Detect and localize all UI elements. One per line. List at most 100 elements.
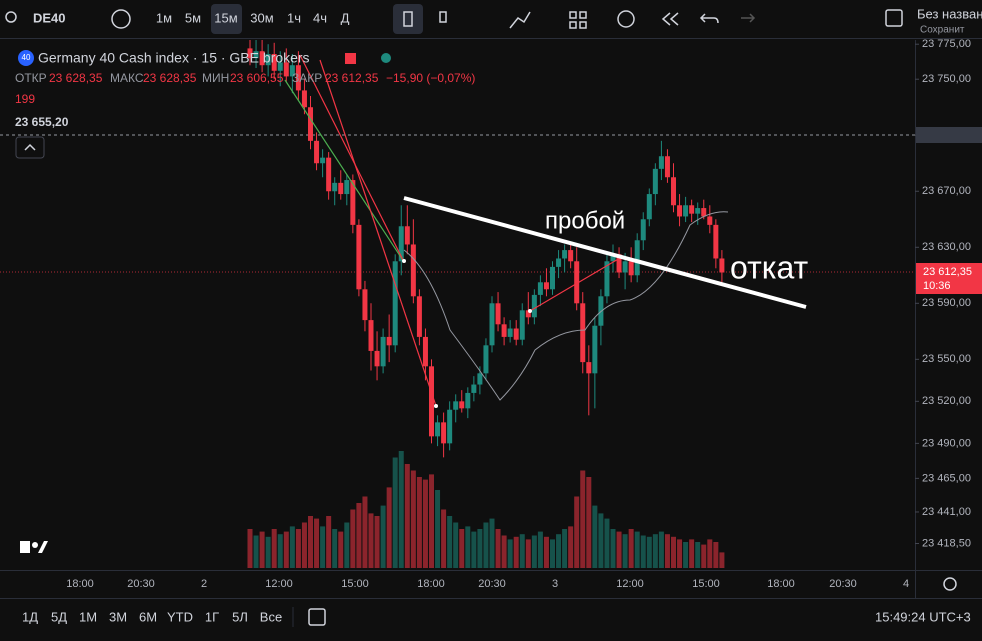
range-button[interactable]: Все <box>260 609 282 624</box>
candle-body <box>537 282 543 295</box>
replay-icon[interactable] <box>661 12 679 26</box>
candle-body <box>604 261 610 297</box>
annotation[interactable]: откат <box>730 249 809 285</box>
x-tick-label: 2 <box>201 578 207 590</box>
layout-icon[interactable] <box>579 11 587 19</box>
volume-bar <box>519 534 525 568</box>
candle-body <box>695 208 701 214</box>
layout-icon[interactable] <box>569 21 577 29</box>
volume-bar <box>308 516 313 568</box>
logo-part <box>32 542 38 548</box>
collapse-button[interactable] <box>15 136 45 159</box>
volume-bar <box>525 539 531 568</box>
interval-button[interactable]: 5м <box>185 10 201 25</box>
range-button[interactable]: 5Л <box>232 609 248 624</box>
volume-bar <box>713 542 719 568</box>
volume-bar <box>398 451 404 568</box>
volume-bar <box>338 531 344 568</box>
symbol-badge <box>18 50 34 66</box>
volume-bar <box>247 529 253 568</box>
layout-icon[interactable] <box>579 21 587 29</box>
interval-button[interactable]: Д <box>341 10 350 25</box>
candle-body <box>707 216 713 225</box>
trend-line <box>319 59 437 407</box>
interval-button[interactable]: 4ч <box>313 10 327 25</box>
range-button[interactable]: 5Д <box>51 609 67 624</box>
interval-button[interactable]: 15м <box>214 10 237 25</box>
volume-bar <box>531 535 537 568</box>
x-tick-label: 4 <box>903 578 909 590</box>
volume-bar <box>447 516 453 568</box>
candle-body <box>652 168 658 195</box>
candle-body <box>271 54 277 71</box>
y-tick-label: 23 465,00 <box>922 472 971 484</box>
crosshair-price-tag <box>916 127 982 143</box>
candle-body <box>550 266 555 290</box>
volume-bar <box>386 487 392 568</box>
anchor-point <box>402 259 406 263</box>
candle-body <box>295 65 301 91</box>
anchor-point <box>528 309 532 313</box>
candle-body <box>368 320 374 351</box>
volume-bar <box>380 505 386 568</box>
settings-icon[interactable] <box>943 577 957 591</box>
indicators-icon[interactable] <box>509 11 531 29</box>
range-button[interactable]: 3М <box>109 609 127 624</box>
redo-icon[interactable] <box>741 13 756 23</box>
annotation[interactable]: пробой <box>545 207 625 234</box>
candle-body <box>664 156 670 178</box>
collapse-icon <box>24 143 36 151</box>
volume-bar <box>489 518 495 568</box>
volume-bar <box>677 539 683 568</box>
interval-button[interactable]: 1ч <box>287 10 301 25</box>
candle-body <box>410 244 416 297</box>
range-button[interactable]: 1Г <box>205 609 219 624</box>
date-range-icon[interactable] <box>308 608 326 626</box>
chart-type-button[interactable] <box>393 4 423 34</box>
logo-part <box>20 541 30 553</box>
range-button[interactable]: 1М <box>79 609 97 624</box>
candle-body <box>701 208 707 217</box>
x-tick-label: 20:30 <box>478 578 506 590</box>
symbol[interactable]: DE40 <box>33 10 66 25</box>
last-price-tag <box>916 262 982 294</box>
volume-bar <box>562 529 568 568</box>
candle-body <box>495 303 501 325</box>
layout-name[interactable]: Без назван <box>917 6 982 21</box>
volume-bar <box>344 522 350 568</box>
layout-icon[interactable] <box>569 11 577 19</box>
layout-save-icon[interactable] <box>885 9 903 27</box>
y-tick-label: 23 590,00 <box>922 297 971 309</box>
candle-body <box>616 254 622 273</box>
candle-body <box>719 258 725 273</box>
candle-body <box>507 328 513 337</box>
undo-icon[interactable] <box>699 13 719 24</box>
volume-bar <box>556 534 562 568</box>
range-button[interactable]: 1Д <box>22 609 38 624</box>
range-button[interactable]: 6М <box>139 609 157 624</box>
add-symbol[interactable] <box>111 9 131 29</box>
interval-button[interactable]: 1м <box>156 10 172 25</box>
volume-bar <box>604 518 610 568</box>
volume-bar <box>271 529 277 568</box>
candle-body <box>580 303 586 363</box>
candle-body <box>634 240 640 276</box>
volume-bar <box>543 536 549 568</box>
volume-bar <box>719 552 725 568</box>
x-tick-label: 15:00 <box>341 578 369 590</box>
candle-body <box>489 303 495 346</box>
interval-button[interactable]: 30м <box>250 10 273 25</box>
candle-body <box>344 180 350 195</box>
alert-icon[interactable] <box>617 10 635 28</box>
breakout-line[interactable] <box>403 196 807 309</box>
bar-style-icon[interactable] <box>439 11 447 23</box>
volume-bar <box>392 457 398 568</box>
volume-bar <box>459 529 465 568</box>
range-button[interactable]: YTD <box>167 609 193 624</box>
candle-body <box>471 384 477 393</box>
logo-part <box>38 541 48 553</box>
volume-bar <box>550 539 555 568</box>
search-icon[interactable] <box>5 11 17 23</box>
indicator-value: 23 655,20 <box>15 115 69 129</box>
